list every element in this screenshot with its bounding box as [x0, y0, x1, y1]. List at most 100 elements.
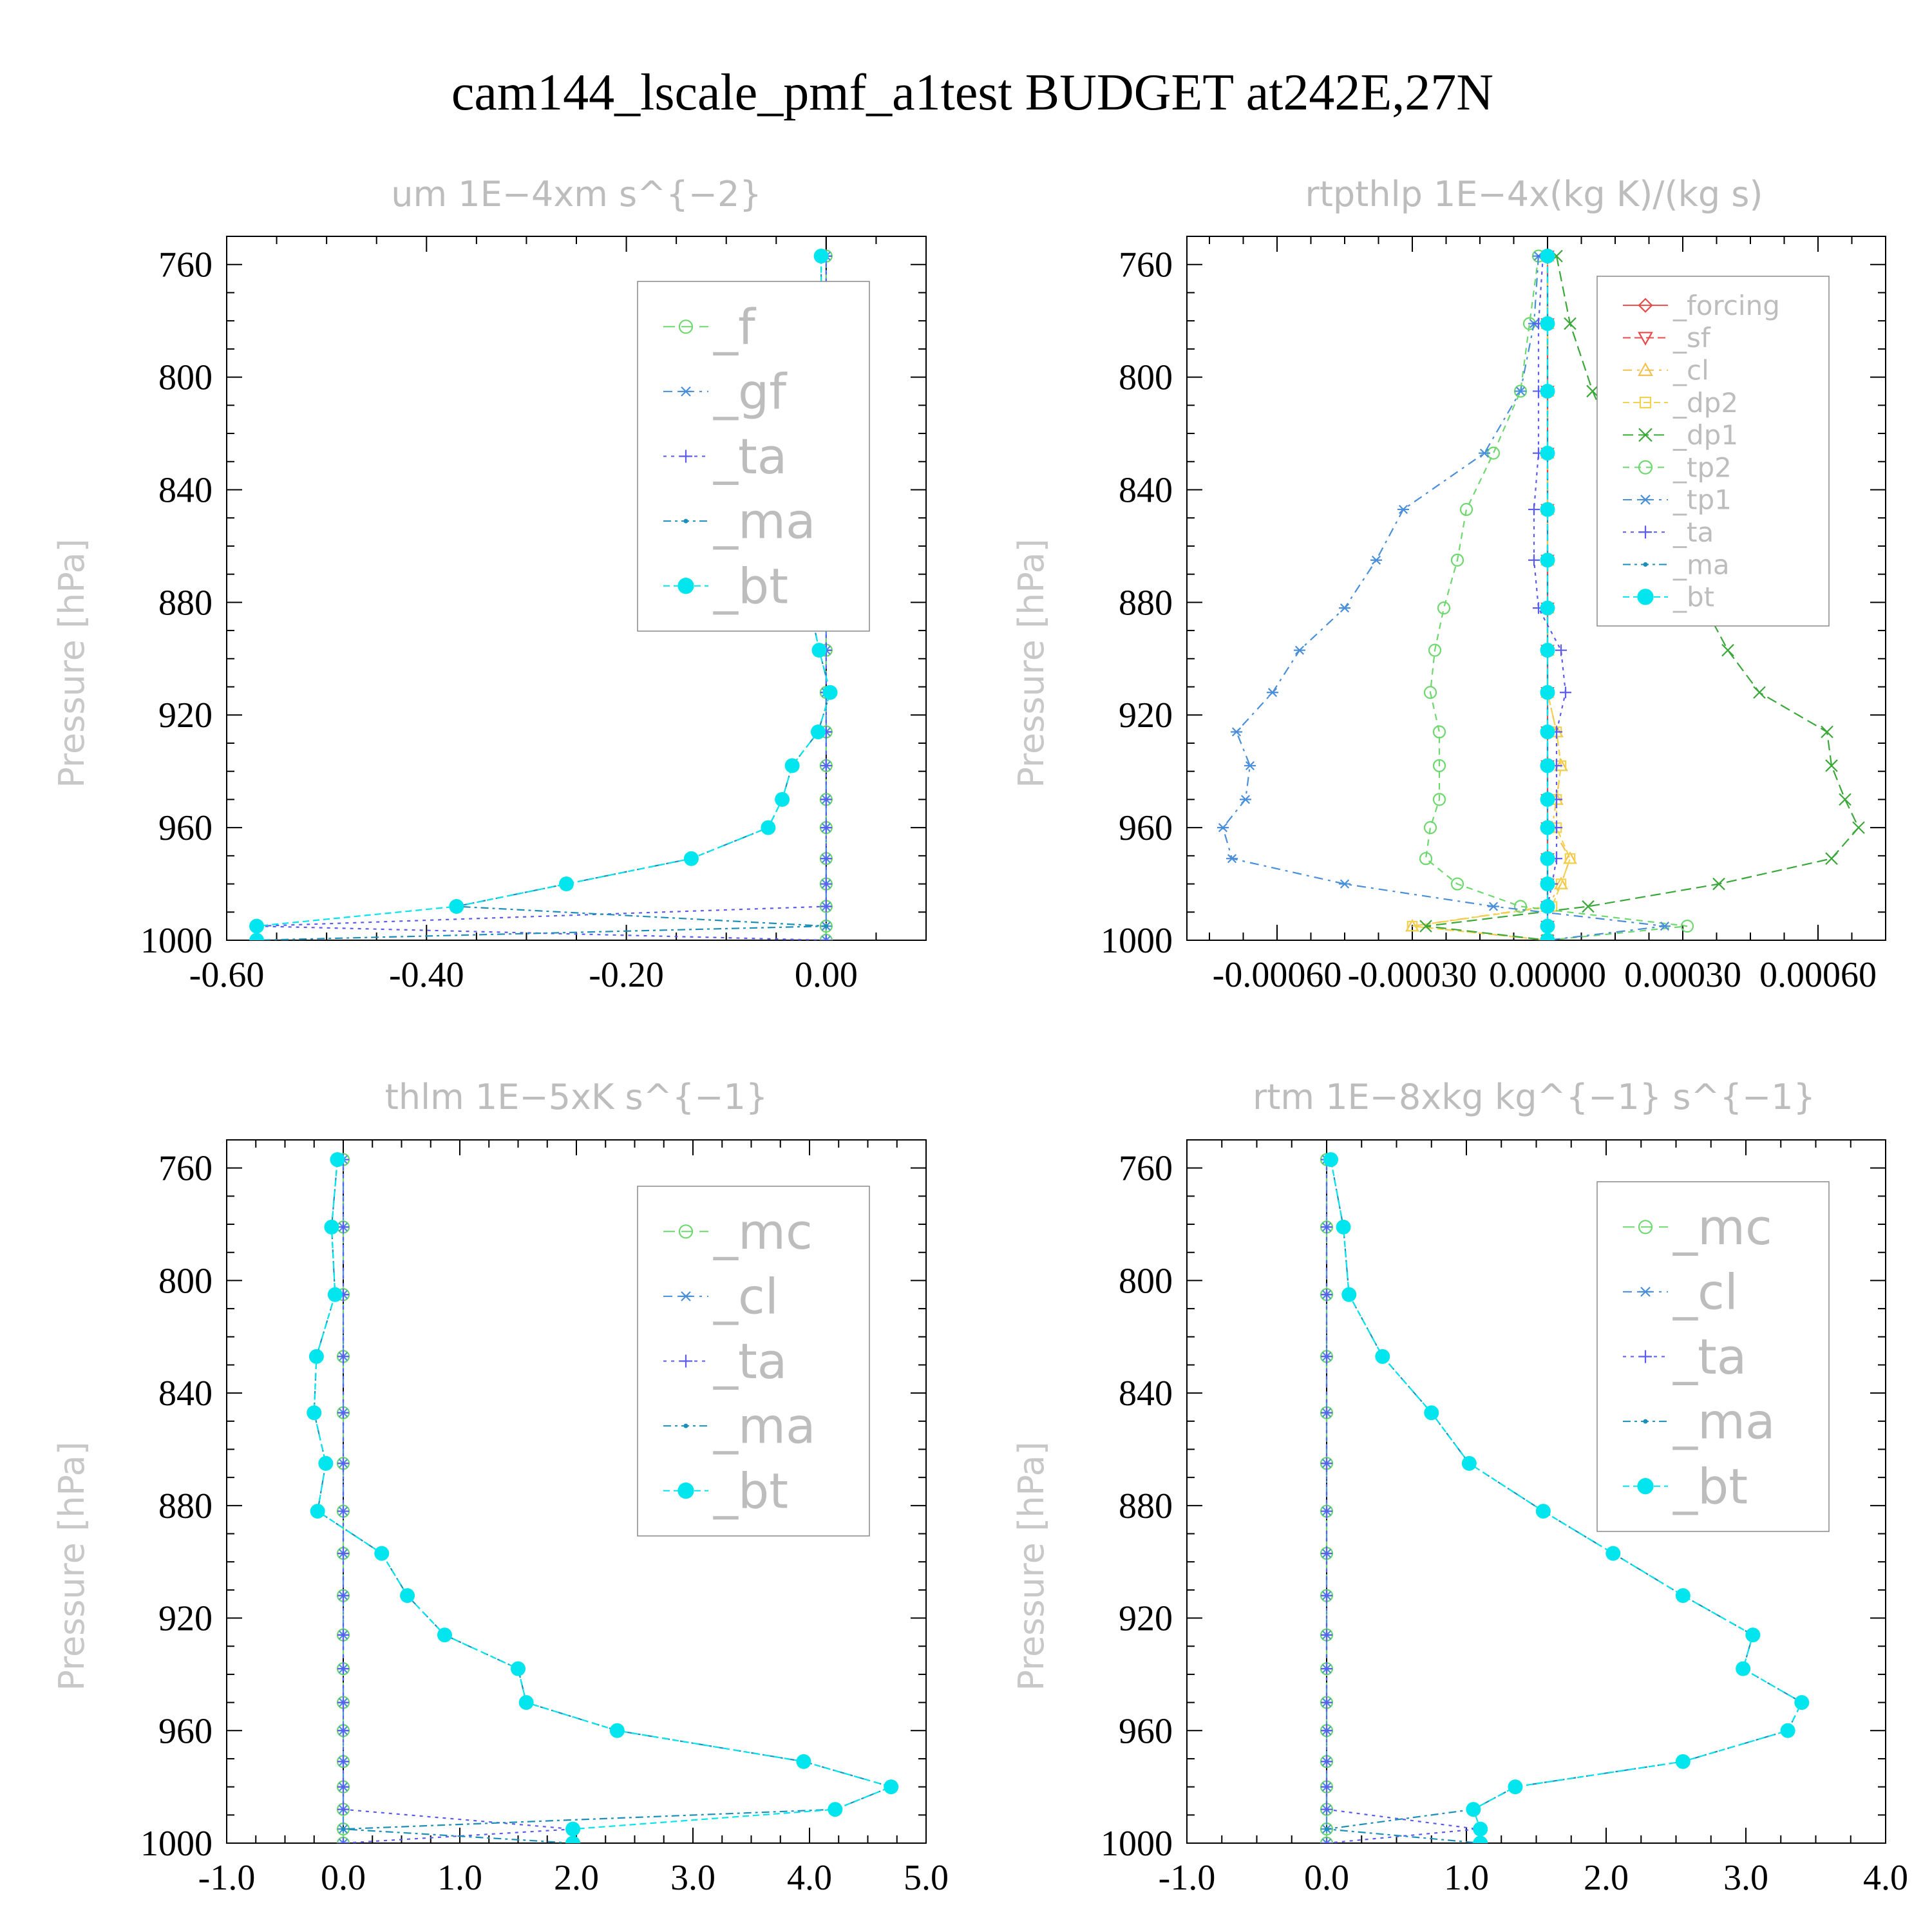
data-point-dp1	[1582, 900, 1595, 913]
legend-marker	[1638, 1220, 1653, 1235]
x-tick-label: 0.00030	[1624, 955, 1741, 995]
legend-marker	[1638, 298, 1653, 313]
legend-label: _ta	[713, 428, 787, 485]
series-line-bt	[1330, 1159, 1803, 1843]
data-point-bt	[1375, 1349, 1390, 1364]
series-line-cl	[1412, 256, 1571, 940]
panel-title-thlm: thlm 1E−5xK s^{−1}	[385, 1077, 768, 1117]
data-point-ta	[337, 1350, 349, 1363]
data-point-dp1	[1419, 920, 1432, 933]
data-point-tp2	[1428, 643, 1442, 657]
data-point-tp2	[1423, 821, 1437, 835]
y-tick-label: 840	[1119, 470, 1173, 510]
x-tick-label: -0.60	[189, 955, 265, 995]
y-tick-label: 960	[158, 808, 213, 848]
data-point-tp1	[1659, 922, 1671, 931]
data-point-bt	[449, 899, 464, 914]
data-point-bt	[1540, 446, 1555, 461]
y-tick-label: 920	[158, 1599, 213, 1639]
y-tick-label: 1000	[1101, 1824, 1173, 1864]
x-tick-label: -0.00060	[1213, 955, 1342, 995]
y-tick-label: 1000	[140, 1824, 213, 1864]
data-point-dp1	[1825, 852, 1838, 865]
data-point-tp1	[1217, 823, 1229, 833]
data-point-dp1	[1753, 686, 1766, 699]
y-tick-label: 960	[1119, 1711, 1173, 1751]
series-line-ta	[342, 1159, 573, 1843]
data-point-bt	[775, 791, 790, 807]
x-tick-label: 1.0	[437, 1858, 482, 1898]
data-point-ta	[1321, 1663, 1332, 1675]
legend-marker	[1637, 589, 1654, 605]
legend-marker	[1639, 526, 1652, 539]
series-line-ta	[1533, 256, 1567, 940]
legend-label: _dp2	[1672, 387, 1738, 419]
legend-label: _cl	[1672, 354, 1709, 386]
legend-label: _cl	[1672, 1264, 1738, 1321]
data-point-bt	[761, 820, 776, 835]
data-point-ta	[337, 1756, 349, 1768]
panel-rtm: rtm 1E−8xkg kg^{−1} s^{−1} Pressure [hPa…	[1011, 1077, 1908, 1898]
legend-label: _tp1	[1672, 484, 1732, 516]
data-point-bt	[400, 1588, 415, 1604]
legend-box	[637, 1186, 870, 1537]
x-tick-label: 4.0	[1863, 1858, 1908, 1898]
data-point-bt	[1540, 851, 1555, 866]
data-point-ta	[337, 1837, 349, 1843]
y-tick-label: 920	[1119, 1599, 1173, 1639]
panel-thlm: thlm 1E−5xK s^{−1} Pressure [hPa] 760 800…	[52, 1077, 949, 1898]
data-point-tp1	[1244, 761, 1256, 771]
data-point-cl	[337, 1838, 349, 1843]
legend-marker	[1638, 332, 1653, 346]
legend-marker	[1639, 495, 1652, 505]
data-point-bt	[565, 1835, 581, 1843]
data-point-bt	[565, 1821, 581, 1837]
data-point-ta	[337, 1589, 349, 1602]
series-line-ta	[1325, 1159, 1478, 1843]
series-line-bt	[313, 1159, 894, 1843]
data-point-tp1	[1515, 386, 1526, 396]
data-point-tp2	[1419, 852, 1433, 866]
data-point-bt	[249, 933, 265, 940]
ylabel-um: Pressure [hPa]	[52, 538, 92, 788]
data-point-bt	[1424, 1405, 1439, 1421]
data-point-bt	[1540, 553, 1555, 568]
x-tick-label: 2.0	[554, 1858, 599, 1898]
data-point-ta	[820, 853, 832, 865]
legend-marker	[683, 1423, 688, 1428]
panel-title-rtm: rtm 1E−8xkg kg^{−1} s^{−1}	[1253, 1077, 1815, 1117]
legend-label: _f	[713, 298, 757, 355]
data-point-bt	[518, 1695, 534, 1710]
figure-title: cam144_lscale_pmf_a1test BUDGET at242E,2…	[451, 64, 1493, 121]
data-point-dp2	[1406, 920, 1418, 932]
data-point-bt	[1540, 791, 1555, 807]
legend-marker	[679, 1291, 692, 1302]
series-line-ma	[1326, 1159, 1803, 1843]
data-point-ta	[1321, 1696, 1332, 1709]
data-point-gf	[820, 935, 832, 940]
data-point-ta	[337, 1725, 349, 1737]
x-tick-label: 0.00	[795, 955, 858, 995]
data-point-bt	[310, 1504, 325, 1519]
data-point-bt	[1540, 685, 1555, 700]
legend-label: _ta	[1672, 1328, 1747, 1385]
legend-marker	[1643, 562, 1648, 567]
data-point-ta	[337, 1629, 349, 1641]
legend-label: _tp2	[1672, 451, 1732, 483]
data-point-ta	[1321, 1725, 1332, 1737]
legend-label: _bt	[713, 557, 788, 614]
y-tick-label: 760	[1119, 1149, 1173, 1189]
data-point-ta	[337, 1696, 349, 1709]
data-point-ta	[820, 900, 832, 913]
legend-label: _ma	[1672, 549, 1730, 580]
data-point-dp1	[1852, 821, 1865, 834]
legend-label: _forcing	[1672, 290, 1780, 321]
data-point-dp1	[1712, 877, 1725, 891]
data-point-ta	[337, 1781, 349, 1793]
panel-title-um: um 1E−4xm s^{−2}	[391, 174, 762, 214]
y-tick-label: 760	[158, 245, 213, 285]
data-point-bt	[1540, 316, 1555, 332]
x-tick-label: 4.0	[787, 1858, 832, 1898]
legend-marker	[1638, 428, 1653, 442]
